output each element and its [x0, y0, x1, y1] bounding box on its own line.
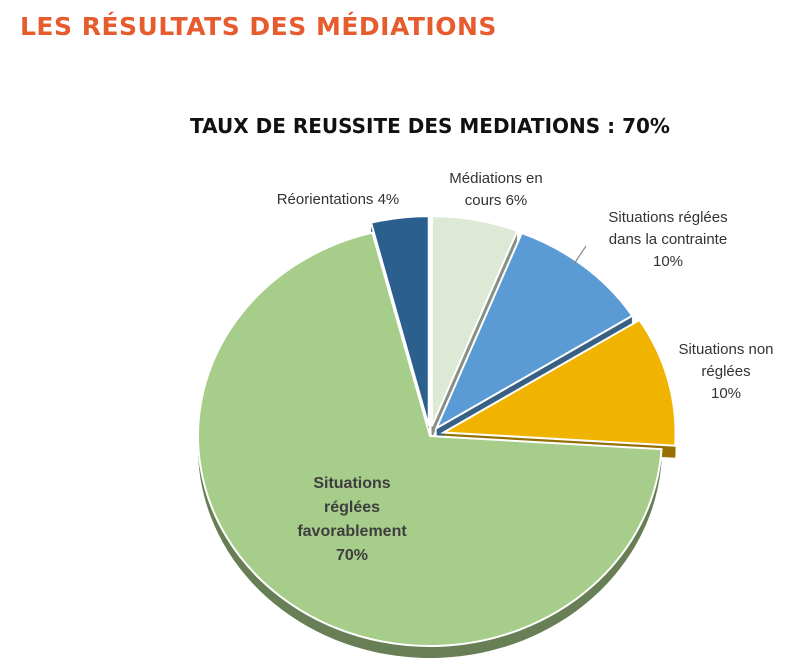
leader-line — [573, 245, 587, 265]
pie-slice — [369, 215, 430, 427]
slice-label: Réorientations 4% — [277, 191, 400, 208]
pie-slice — [430, 215, 519, 427]
chart-title: TAUX DE REUSSITE DES MEDIATIONS : 70% — [190, 114, 670, 138]
pie-slice — [197, 231, 663, 647]
page-title: LES RÉSULTATS DES MÉDIATIONS — [20, 12, 497, 41]
slice-label: Situations réglées favorablement 70% — [297, 475, 407, 564]
slice-label: Situations non réglées 10% — [678, 341, 773, 402]
slice-label: Situations réglées dans la contrainte 10% — [608, 209, 727, 270]
pie-slice — [434, 231, 634, 431]
slice-label: Médiations en cours 6% — [449, 170, 542, 209]
pie-slice — [440, 318, 677, 447]
